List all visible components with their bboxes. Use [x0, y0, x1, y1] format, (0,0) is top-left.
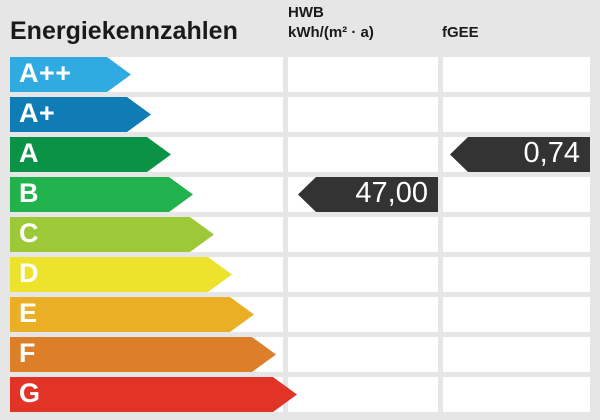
rating-arrow-a: A	[10, 137, 171, 172]
row-band-fgee	[443, 97, 590, 132]
hwb-value-badge: 47,00	[298, 177, 438, 212]
rating-arrow-b: B	[10, 177, 193, 212]
panel-title: Energiekennzahlen	[10, 17, 238, 45]
row-band-fgee	[443, 57, 590, 92]
row-band-fgee	[443, 337, 590, 372]
rating-arrow-label: F	[19, 338, 36, 368]
fgee-column-header: fGEE	[442, 24, 479, 41]
row-band-fgee	[443, 217, 590, 252]
rating-arrow-label: C	[19, 218, 39, 248]
row-band-fgee	[443, 377, 590, 412]
row-band-hwb	[288, 297, 438, 332]
row-band-hwb	[288, 97, 438, 132]
row-band-fgee	[443, 297, 590, 332]
rating-arrow-label: A+	[19, 98, 56, 128]
rating-arrow-label: G	[19, 378, 41, 408]
hwb-header-metric: HWB	[288, 4, 324, 21]
rating-arrow-label: E	[19, 298, 38, 328]
row-band-hwb	[288, 137, 438, 172]
rating-arrow-app: A++	[10, 57, 131, 92]
hwb-value-text: 47,00	[355, 177, 428, 209]
row-band-hwb	[288, 377, 438, 412]
rating-arrow-f: F	[10, 337, 276, 372]
rating-arrow-e: E	[10, 297, 254, 332]
rating-arrow-ap: A+	[10, 97, 151, 132]
rating-arrow-label: B	[19, 178, 39, 208]
hwb-header-unit: kWh/(m² · a)	[288, 24, 374, 41]
hwb-column-header: HWB kWh/(m² · a)	[288, 3, 374, 43]
row-band-hwb	[288, 217, 438, 252]
fgee-value-badge: 0,74	[450, 137, 590, 172]
rating-arrow-label: A	[19, 138, 39, 168]
rating-arrow-d: D	[10, 257, 232, 292]
row-band-fgee	[443, 177, 590, 212]
rating-arrow-c: C	[10, 217, 214, 252]
row-band-hwb	[288, 337, 438, 372]
row-band-hwb	[288, 57, 438, 92]
rating-arrow-label: D	[19, 258, 39, 288]
rating-arrow-label: A++	[19, 58, 72, 88]
row-band-hwb	[288, 257, 438, 292]
row-band-fgee	[443, 257, 590, 292]
fgee-value-text: 0,74	[523, 137, 580, 169]
rating-arrow-g: G	[10, 377, 297, 412]
